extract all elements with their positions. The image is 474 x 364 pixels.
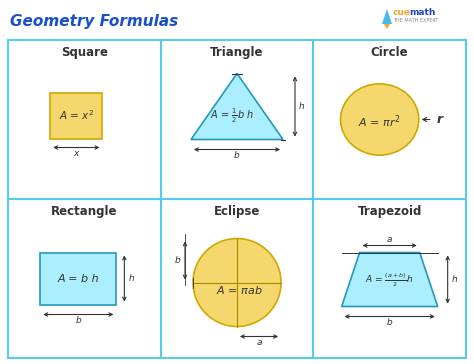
Text: Eclipse: Eclipse	[214, 205, 260, 218]
Text: b: b	[387, 318, 392, 327]
Text: Circle: Circle	[371, 46, 409, 59]
Text: Square: Square	[61, 46, 108, 59]
Ellipse shape	[193, 238, 281, 327]
Text: h: h	[299, 102, 305, 111]
Bar	[8, 40, 466, 358]
Text: A = $x^2$: A = $x^2$	[59, 108, 94, 122]
Text: THE MATH EXPERT: THE MATH EXPERT	[393, 18, 438, 23]
Text: A = $\pi ab$: A = $\pi ab$	[216, 285, 262, 297]
Text: h: h	[128, 274, 134, 283]
Text: b: b	[234, 151, 240, 160]
Text: r: r	[437, 113, 443, 126]
Text: b: b	[75, 316, 81, 325]
Text: h: h	[452, 275, 457, 284]
Text: a: a	[387, 235, 392, 244]
Text: cue: cue	[393, 8, 411, 17]
Text: math: math	[409, 8, 436, 17]
Polygon shape	[382, 9, 392, 24]
Text: Geometry Formulas: Geometry Formulas	[10, 14, 178, 29]
Text: Triangle: Triangle	[210, 46, 264, 59]
Text: Rectangle: Rectangle	[51, 205, 118, 218]
Polygon shape	[191, 74, 283, 139]
Text: A = $\frac{1}{2}$b h: A = $\frac{1}{2}$b h	[210, 106, 254, 124]
Text: Trapezoid: Trapezoid	[357, 205, 422, 218]
Text: a: a	[256, 338, 262, 347]
Text: A = b h: A = b h	[57, 273, 99, 284]
Text: A = $\frac{(a+b)}{2}$h: A = $\frac{(a+b)}{2}$h	[365, 272, 414, 289]
Bar	[40, 253, 116, 305]
Text: x: x	[73, 149, 79, 158]
Text: A = $\pi r^2$: A = $\pi r^2$	[358, 113, 401, 130]
Polygon shape	[384, 24, 390, 29]
Bar	[50, 92, 102, 138]
Ellipse shape	[340, 84, 419, 155]
Polygon shape	[342, 253, 438, 306]
Text: b: b	[175, 256, 181, 265]
